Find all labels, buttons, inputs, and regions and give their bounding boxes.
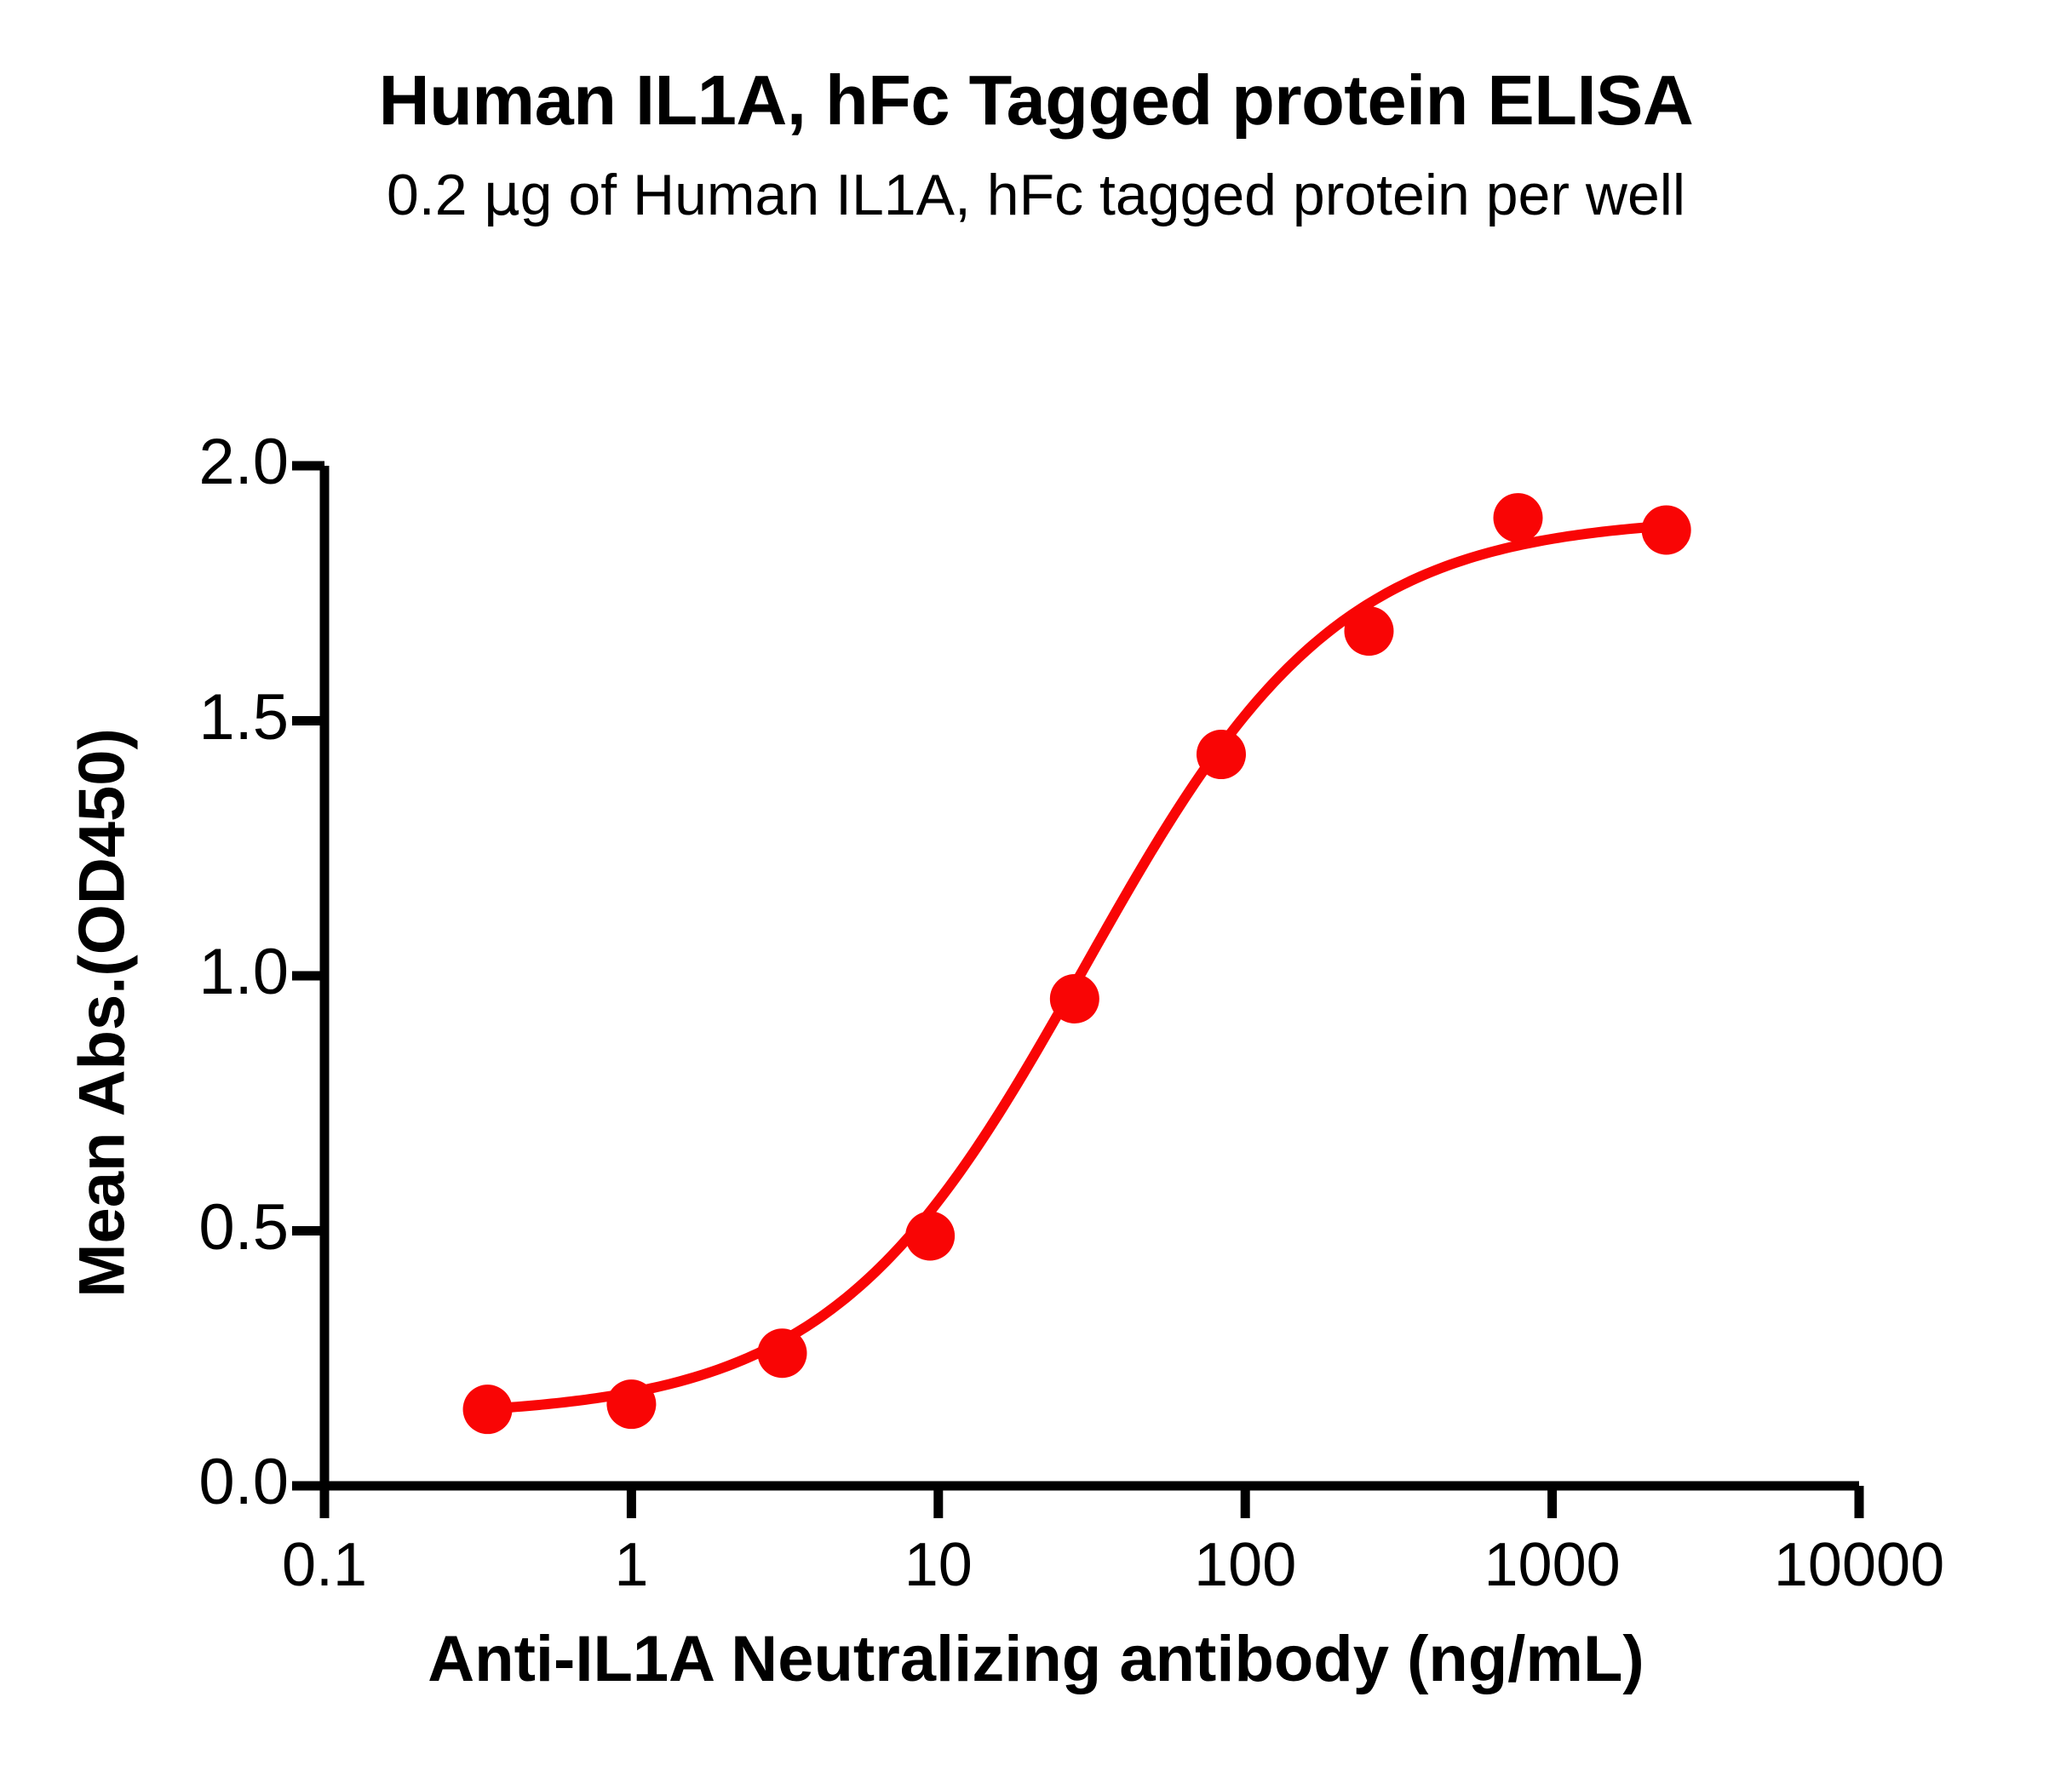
x-tick-label: 1 <box>614 1531 649 1599</box>
data-point-6 <box>1344 606 1394 656</box>
subtitle-suffix: g of Human IL1A, hFc tagged protein per … <box>519 163 1686 227</box>
y-tick-label: 0.0 <box>198 1446 289 1518</box>
chart-title: Human IL1A, hFc Tagged protein ELISA <box>378 60 1694 140</box>
data-point-8 <box>1641 505 1691 555</box>
data-point-5 <box>1196 730 1246 780</box>
y-tick-label: 1.0 <box>198 936 289 1008</box>
x-tick-label: 1000 <box>1484 1531 1621 1599</box>
sigmoid-fit-curve <box>482 520 1672 1414</box>
y-tick-label: 0.5 <box>198 1190 289 1264</box>
data-point-7 <box>1493 493 1543 543</box>
subtitle-prefix: 0.2 <box>386 163 484 227</box>
x-tick-label: 10 <box>904 1531 973 1599</box>
data-point-0 <box>462 1385 513 1435</box>
axes <box>292 461 1864 1518</box>
y-tick-label: 1.5 <box>198 680 289 754</box>
x-axis-label: Anti-IL1A Neutralizing antibody (ng/mL) <box>428 1623 1644 1695</box>
data-point-1 <box>606 1379 657 1430</box>
data-point-4 <box>1049 973 1099 1023</box>
y-tick-label: 2.0 <box>198 426 289 498</box>
micro-symbol: μ <box>483 162 520 229</box>
x-tick-label: 100 <box>1194 1531 1297 1599</box>
x-tick-label: 10000 <box>1773 1531 1945 1599</box>
x-tick-label: 0.1 <box>281 1531 368 1599</box>
data-point-3 <box>905 1211 956 1261</box>
fit-curve <box>482 520 1672 1414</box>
chart-subtitle: 0.2 μg of Human IL1A, hFc tagged protein… <box>0 162 2072 229</box>
data-point-2 <box>757 1328 807 1379</box>
data-points <box>462 493 1691 1435</box>
